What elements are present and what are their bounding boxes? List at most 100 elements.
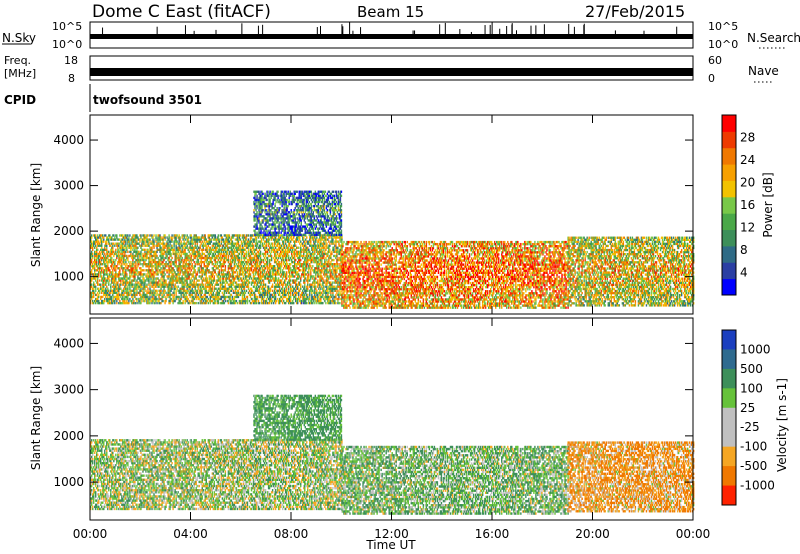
power-cell	[208, 283, 210, 286]
power-cell	[119, 273, 121, 276]
power-cell	[162, 273, 164, 276]
power-cell	[173, 287, 175, 290]
power-cell	[219, 244, 222, 247]
power-cell	[278, 293, 281, 297]
power-cell	[197, 283, 199, 286]
power-cell	[152, 277, 154, 280]
power-cell	[176, 277, 178, 280]
power-cell	[212, 301, 215, 305]
power-cell	[196, 248, 198, 252]
power-cell	[209, 242, 211, 245]
power-cell	[239, 260, 242, 264]
power-cell	[239, 283, 242, 286]
power-cell	[229, 295, 232, 299]
power-cell	[190, 260, 192, 264]
power-cell	[128, 236, 130, 239]
power-cell	[114, 265, 116, 268]
power-cell	[160, 273, 162, 276]
power-cell	[198, 271, 200, 274]
power-cell	[246, 283, 249, 286]
power-cell	[266, 256, 269, 260]
power-cell	[271, 236, 274, 239]
power-cell	[147, 299, 149, 303]
power-cell	[241, 267, 244, 270]
power-cell	[108, 269, 110, 272]
power-cell	[254, 265, 257, 268]
power-cell	[232, 234, 235, 237]
power-cell	[212, 248, 215, 252]
power-cell	[236, 256, 239, 260]
power-cell	[129, 234, 131, 237]
power-cell	[171, 234, 173, 237]
power-cell	[270, 254, 273, 258]
power-cell	[292, 285, 294, 288]
power-cell	[280, 260, 283, 264]
power-cell	[232, 273, 235, 276]
power-cell	[188, 283, 190, 286]
power-cell	[237, 260, 240, 264]
power-cell	[95, 240, 97, 243]
noise-right-tick-bottom: 10^0	[708, 38, 738, 51]
power-cell	[106, 236, 108, 239]
power-cell	[182, 299, 184, 303]
power-cell	[204, 244, 206, 247]
power-cell	[224, 273, 227, 276]
power-cell	[91, 250, 93, 254]
power-cell	[271, 275, 274, 278]
power-cell	[224, 267, 227, 270]
power-cell	[233, 252, 236, 256]
power-cell	[291, 287, 293, 290]
power-cell	[118, 287, 120, 290]
power-cell	[132, 293, 134, 297]
power-cell	[259, 267, 262, 270]
power-cell	[142, 273, 144, 276]
power-cell	[241, 248, 244, 252]
power-cell	[104, 277, 106, 280]
power-cell	[117, 262, 119, 266]
power-cell	[204, 277, 206, 280]
power-cell	[184, 265, 186, 268]
power-cell	[298, 273, 300, 276]
power-cell	[207, 236, 209, 239]
power-cell	[142, 265, 144, 268]
power-cell	[139, 234, 141, 237]
power-cell	[214, 258, 217, 262]
power-cell	[177, 269, 179, 272]
power-cell	[312, 277, 314, 280]
power-cell	[155, 244, 157, 247]
power-cell	[256, 260, 259, 264]
power-cell	[148, 273, 150, 276]
power-cell	[295, 258, 297, 262]
power-cell	[271, 242, 274, 245]
power-cell	[162, 248, 164, 252]
power-cell	[186, 281, 188, 284]
power-cell	[109, 234, 111, 237]
power-cell	[120, 234, 122, 237]
power-cell	[268, 248, 271, 252]
power-cell	[256, 267, 259, 270]
power-cell	[175, 262, 177, 266]
power-cell	[260, 265, 263, 268]
power-cell	[208, 277, 210, 280]
power-cell	[224, 265, 227, 268]
power-cell	[145, 262, 147, 266]
power-cell	[251, 258, 254, 262]
power-cell	[186, 234, 188, 237]
power-cell	[312, 301, 314, 305]
power-cell	[92, 289, 94, 292]
power-cell	[180, 254, 182, 258]
power-cell	[226, 258, 229, 262]
power-cell	[237, 256, 240, 260]
power-cell	[95, 252, 97, 256]
power-cell	[289, 256, 292, 260]
power-cell	[162, 260, 164, 264]
power-cell	[123, 269, 125, 272]
power-cell	[191, 246, 193, 249]
power-cell	[237, 242, 240, 245]
power-cell	[146, 283, 148, 286]
power-cell	[164, 267, 166, 270]
power-cell	[178, 295, 180, 299]
power-cell	[168, 289, 170, 292]
power-cell	[232, 289, 235, 292]
power-cell	[147, 238, 149, 241]
